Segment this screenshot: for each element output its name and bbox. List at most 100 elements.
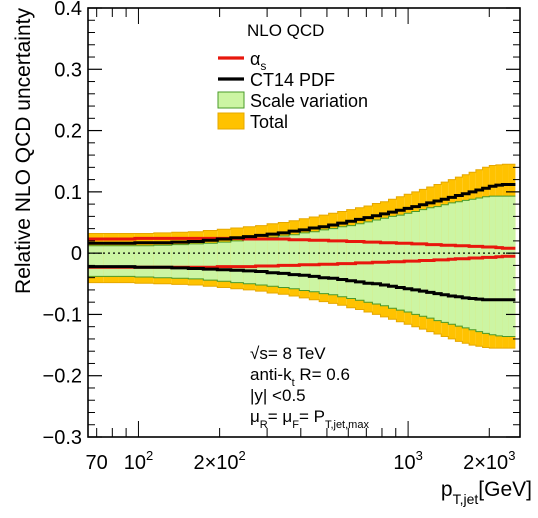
annotation-line: anti-kt R= 0.6 (250, 365, 350, 389)
scale-bin (411, 211, 420, 315)
x-axis-label-main: p (441, 478, 453, 501)
scale-bin (230, 240, 244, 283)
legend-label-total: Total (250, 112, 288, 132)
x-tick-label: 2×102 (193, 448, 245, 474)
text-part: 2 (146, 448, 153, 463)
y-tick-label: −0.1 (43, 304, 82, 326)
uncertainty-lines (88, 183, 516, 302)
x-tick-label: 103 (393, 448, 422, 474)
scale-bin (153, 245, 172, 278)
scale-bin (88, 245, 104, 277)
text-part: 2×10 (463, 452, 508, 474)
legend-label-sub: s (260, 59, 266, 73)
alphas-down-line (88, 254, 516, 269)
scale-bin (328, 228, 338, 295)
scale-bin (337, 226, 347, 297)
legend-swatch-scale (217, 91, 245, 109)
text-part: = P (299, 407, 325, 426)
total-down-edge (88, 282, 516, 349)
text-part: T,jet,max (325, 419, 370, 431)
pdf-down-line (88, 265, 516, 302)
scale-bin (278, 235, 290, 288)
scale-bin (203, 243, 218, 281)
scale-bin (103, 245, 119, 277)
scale-bin (482, 196, 490, 334)
scale-bin (289, 234, 300, 289)
scale-bin (309, 231, 320, 292)
text-part: R (260, 419, 268, 431)
text-part: |y| <0.5 (250, 386, 306, 405)
text-part: μ (250, 407, 260, 426)
scale-bin (448, 202, 456, 325)
x-axis-label-unit: [GeV] (478, 478, 532, 501)
y-tick-label: 0.3 (54, 59, 82, 81)
text-part: 2 (239, 448, 246, 463)
text-part: √s= 8 TeV (250, 344, 326, 363)
scale-bin (508, 196, 516, 337)
legend-label-alphas: αs (250, 49, 266, 73)
scale-bin (441, 204, 449, 323)
x-tick-label: 102 (124, 448, 153, 474)
scale-bin (419, 209, 427, 317)
scale-bin (462, 200, 470, 328)
y-axis-label: Relative NLO QCD uncertainty (12, 8, 35, 294)
y-tick-label: −0.3 (43, 427, 82, 449)
scale-bin (495, 196, 503, 336)
scale-bin (455, 201, 463, 327)
scale-bin (475, 197, 483, 332)
x-tick-label: 2×103 (463, 448, 515, 474)
scale-up-edge (88, 195, 516, 247)
scale-bin (299, 232, 310, 291)
y-tick-label: 0 (71, 243, 82, 265)
scale-bin (434, 206, 442, 321)
legend-label-scale: Scale variation (250, 91, 368, 111)
scale-bin (469, 199, 476, 330)
legend-label-text: Scale variation (250, 91, 368, 111)
annotation-line: μR= μF= PT,jet,max (250, 407, 369, 431)
scale-bin (217, 242, 231, 282)
scale-bin (243, 239, 256, 284)
legend-label-pdf: CT14 PDF (250, 70, 335, 90)
legend-label-text: Total (250, 112, 288, 132)
y-tick-label: 0.1 (54, 182, 82, 204)
y-axis: −0.3 −0.2 −0.1 0 0.1 0.2 0.3 0.4 (43, 0, 520, 449)
scale-bin (426, 207, 435, 319)
y-tick-label: 0.2 (54, 121, 82, 143)
scale-variation-band (88, 195, 516, 337)
scale-bin (118, 245, 135, 277)
text-part: anti-k (250, 365, 292, 384)
scale-bin (502, 196, 509, 337)
legend-label-text: CT14 PDF (250, 70, 335, 90)
x-axis-label: pT,jet[GeV] (441, 478, 532, 507)
scale-bin (267, 237, 279, 287)
legend-swatch-total (217, 112, 245, 130)
legend-title: NLO QCD (247, 21, 324, 40)
scale-bin (188, 243, 204, 279)
annotation-line: √s= 8 TeV (250, 344, 326, 363)
scale-bin (255, 238, 268, 286)
scale-bin (404, 213, 412, 312)
scale-bin (346, 225, 356, 299)
text-part: t (292, 377, 295, 389)
x-axis: 70 102 2×102 103 2×103 (86, 8, 515, 474)
y-tick-label: −0.2 (43, 366, 82, 388)
total-up-edge (88, 163, 516, 234)
scale-bin (489, 196, 496, 335)
x-tick-label: 70 (86, 452, 108, 474)
scale-bin (319, 229, 329, 294)
y-tick-label: 0.4 (54, 0, 82, 20)
text-part: 10 (393, 452, 415, 474)
text-part: 70 (86, 452, 108, 474)
text-part: R= 0.6 (295, 365, 350, 384)
text-part: F (292, 419, 299, 431)
scale-bin (171, 244, 189, 279)
scale-down-edge (88, 275, 516, 337)
pdf-up-line (88, 183, 516, 245)
text-part: 2×10 (193, 452, 238, 474)
text-part: 3 (508, 448, 515, 463)
plot-frame (87, 7, 521, 438)
text-part: = μ (268, 407, 292, 426)
